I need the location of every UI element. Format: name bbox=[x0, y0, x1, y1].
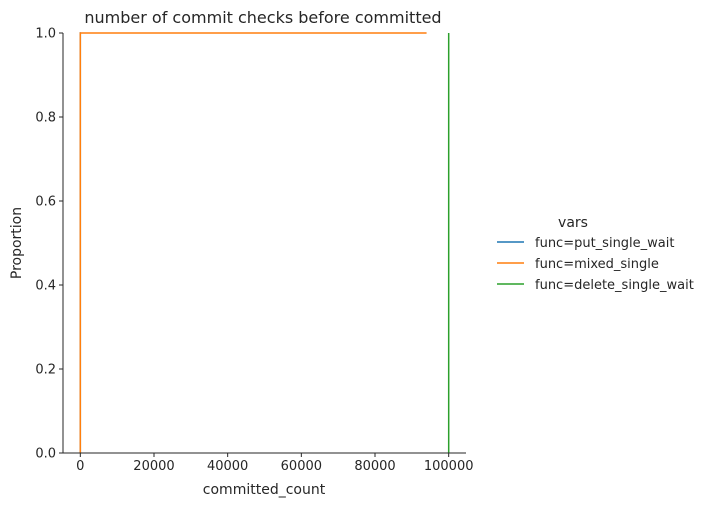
x-tick-label: 40000 bbox=[207, 459, 248, 474]
series-line-1 bbox=[79, 32, 427, 453]
chart-title: number of commit checks before committed bbox=[84, 8, 441, 27]
y-tick-label: 0.4 bbox=[35, 279, 56, 294]
x-axis-label: committed_count bbox=[203, 482, 326, 498]
x-tick-label: 80000 bbox=[354, 459, 395, 474]
y-axis-label: Proportion bbox=[9, 207, 25, 279]
x-ticks: 0 20000 40000 60000 80000 100000 bbox=[76, 453, 474, 474]
y-tick-label: 0.2 bbox=[35, 363, 56, 378]
series-layer bbox=[79, 32, 450, 453]
legend-label: func=delete_single_wait bbox=[535, 278, 694, 293]
legend-title: vars bbox=[558, 215, 588, 231]
y-ticks: 0.0 0.2 0.4 0.6 0.8 1.0 bbox=[35, 27, 63, 462]
legend-entries: func=put_single_wait func=mixed_singlefun… bbox=[497, 236, 694, 293]
y-tick-label: 0.0 bbox=[35, 447, 56, 462]
x-tick-label: 0 bbox=[76, 459, 84, 474]
legend-label: func=mixed_single bbox=[535, 257, 659, 272]
plot-area: 0 20000 40000 60000 80000 100000 0.0 0.2 0.4 0.6… bbox=[35, 27, 473, 475]
legend: vars func=put_single_wait func=mixed_sing… bbox=[497, 215, 694, 293]
legend-label: func=put_single_wait bbox=[535, 236, 674, 251]
x-tick-label: 100000 bbox=[424, 459, 474, 474]
y-tick-label: 1.0 bbox=[35, 27, 56, 42]
x-tick-label: 20000 bbox=[133, 459, 174, 474]
y-tick-label: 0.8 bbox=[35, 111, 56, 126]
x-tick-label: 60000 bbox=[281, 459, 322, 474]
y-tick-label: 0.6 bbox=[35, 195, 56, 210]
